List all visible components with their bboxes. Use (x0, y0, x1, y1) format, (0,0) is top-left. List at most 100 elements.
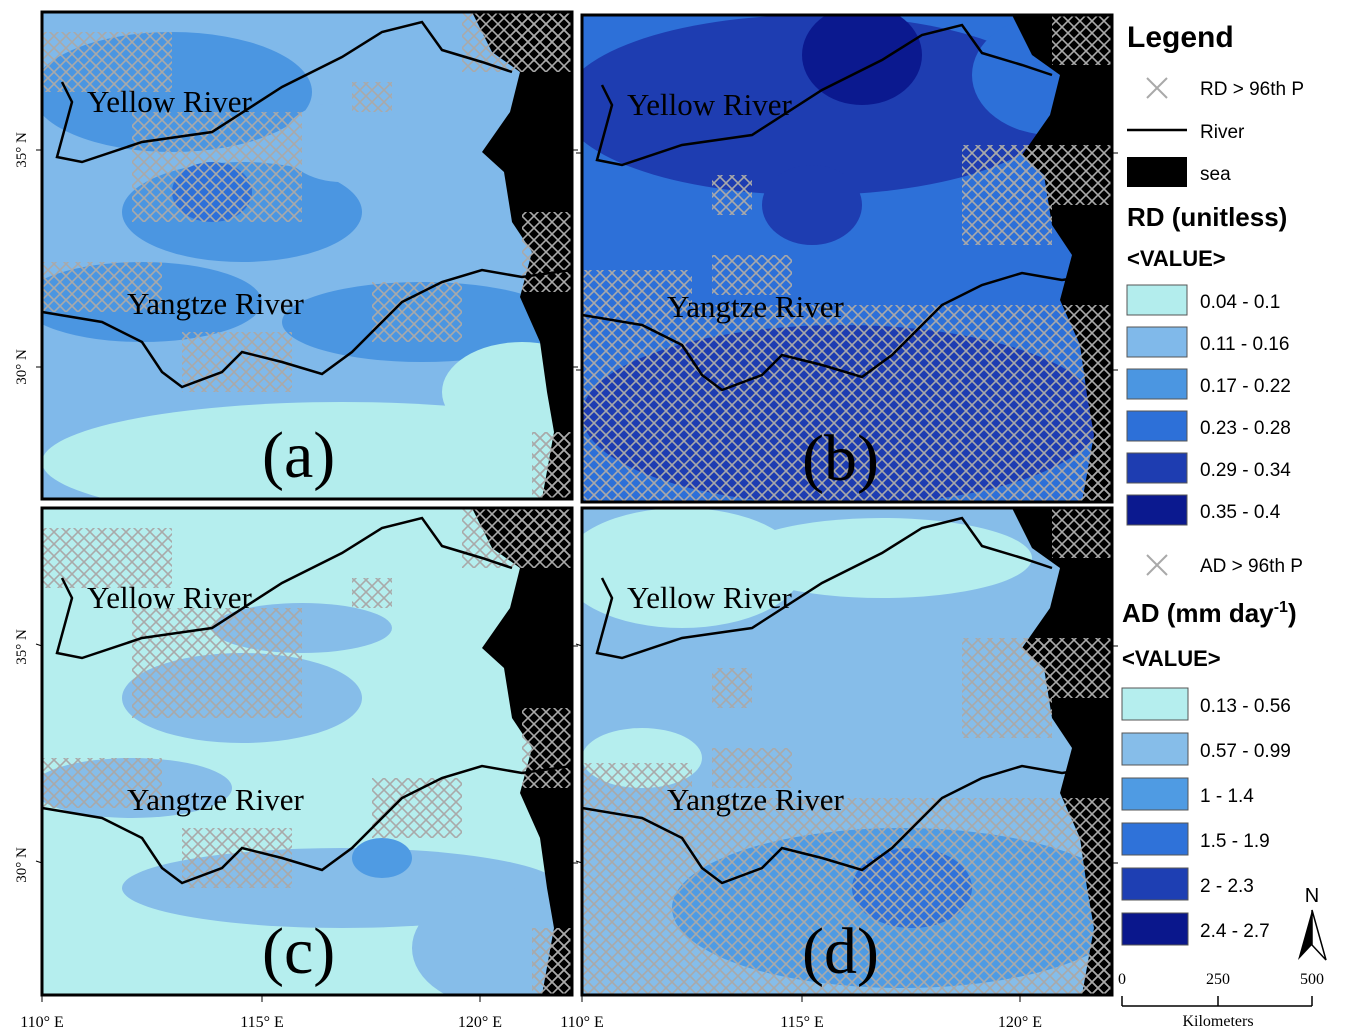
north-arrow (1298, 910, 1312, 960)
river (55, 516, 513, 660)
hatch-region (532, 928, 572, 995)
hatch-region (1072, 435, 1112, 502)
river (42, 268, 572, 389)
hatch-region (1052, 15, 1112, 65)
hatch-region (42, 528, 172, 588)
hatch-region (522, 708, 572, 788)
longitude-label: 115° E (240, 1014, 284, 1030)
longitude-label: 110° E (20, 1014, 64, 1030)
lat-tick (575, 643, 583, 647)
hatch-region (352, 82, 392, 112)
legend-swatch (1121, 867, 1189, 901)
hatch-region (712, 175, 752, 215)
hatch-region (582, 270, 692, 310)
hatch-region (712, 748, 792, 788)
panel-border (580, 506, 1114, 997)
legend-swatch (1121, 777, 1189, 811)
hatch-region (512, 12, 572, 62)
river (42, 764, 572, 885)
north-label: N (1305, 885, 1319, 907)
longitude-label: 110° E (560, 1014, 604, 1030)
north-arrow (1311, 909, 1327, 961)
legend-class-label: 0.57 - 0.99 (1200, 741, 1291, 762)
value-zone (582, 15, 1062, 195)
legend-class-label: 0.04 - 0.1 (1200, 292, 1280, 313)
value-zone (42, 402, 572, 499)
river (55, 20, 513, 164)
map-content (582, 15, 1112, 502)
legend-class-label: 1 - 1.4 (1200, 786, 1254, 807)
panel-label: (b) (802, 422, 879, 495)
legend-text: RD > 96th P (1200, 79, 1304, 100)
value-zone (282, 102, 402, 182)
legend-swatch (1121, 687, 1189, 721)
scale-label: 500 (1300, 971, 1324, 988)
latitude-label: 30° N (14, 349, 30, 385)
river (582, 764, 1112, 885)
legend-subheading: <VALUE> (1127, 246, 1226, 271)
latitude-label: 30° N (14, 847, 30, 883)
legend-heading: RD (unitless) (1127, 202, 1287, 232)
panel-border (580, 13, 1114, 504)
hatch-region (372, 282, 462, 342)
value-zone (732, 518, 1032, 598)
legend-class-label: 0.35 - 0.4 (1200, 502, 1281, 523)
map-panel: Yellow River Yangtze River (b) (576, 13, 1118, 504)
legend-swatch (1121, 732, 1189, 766)
lat-tick (35, 860, 43, 864)
legend-class-label: 2 - 2.3 (1200, 876, 1254, 897)
river-label: Yangtze River (667, 289, 844, 324)
legend-class-label: 2.4 - 2.7 (1200, 921, 1270, 942)
hatch-region (42, 32, 172, 92)
lat-tick (575, 860, 583, 864)
longitude-label: 120° E (458, 1014, 502, 1030)
hatch-region (42, 262, 162, 312)
legend-class-label: 0.29 - 0.34 (1200, 460, 1291, 481)
river (595, 23, 1053, 167)
hatch-region (132, 112, 302, 222)
hatch-region (532, 432, 572, 499)
hatch-region (712, 668, 752, 708)
hatch-region (1052, 508, 1112, 558)
legend-swatch (1121, 912, 1189, 946)
hatch-region (352, 578, 392, 608)
legend-swatch (1126, 326, 1188, 358)
sea (472, 12, 572, 499)
river-label: Yangtze River (127, 286, 304, 321)
legend-swatch (1126, 494, 1188, 526)
river-label: Yangtze River (667, 782, 844, 817)
legend-swatch (1126, 452, 1188, 484)
latitude-label: 35° N (14, 629, 30, 665)
hatch-region (132, 608, 302, 718)
legend-swatch (1121, 822, 1189, 856)
hatch-region (42, 758, 162, 808)
longitude-label: 115° E (780, 1014, 824, 1030)
legend-class-label: 0.11 - 0.16 (1200, 334, 1289, 355)
river-label: Yellow River (627, 580, 792, 615)
map-panel: Yellow River Yangtze River (c) (35, 506, 578, 997)
legend-class-label: 1.5 - 1.9 (1200, 831, 1270, 852)
map-panel: Yellow River Yangtze River (a) (36, 10, 578, 501)
panel-label: (c) (262, 915, 335, 988)
hatch-region (512, 508, 572, 558)
hatch-symbol (1146, 77, 1168, 99)
title-superscript: -1 (1274, 599, 1288, 616)
lat-tick (35, 643, 43, 647)
legend-swatch (1126, 368, 1188, 400)
legend-text: AD > 96th P (1200, 556, 1303, 577)
map-content (582, 508, 1112, 995)
hatch-region (522, 212, 572, 292)
river-label: Yangtze River (127, 782, 304, 817)
river-label: Yellow River (627, 87, 792, 122)
hatch-region (182, 332, 292, 392)
panel-label: (d) (802, 915, 879, 988)
scale-label: 250 (1206, 971, 1230, 988)
hatch-region (982, 145, 1112, 205)
river-label: Yellow River (87, 84, 252, 119)
legend-swatch (1126, 410, 1188, 442)
panel-border (40, 10, 574, 501)
hatch-region (182, 828, 292, 888)
